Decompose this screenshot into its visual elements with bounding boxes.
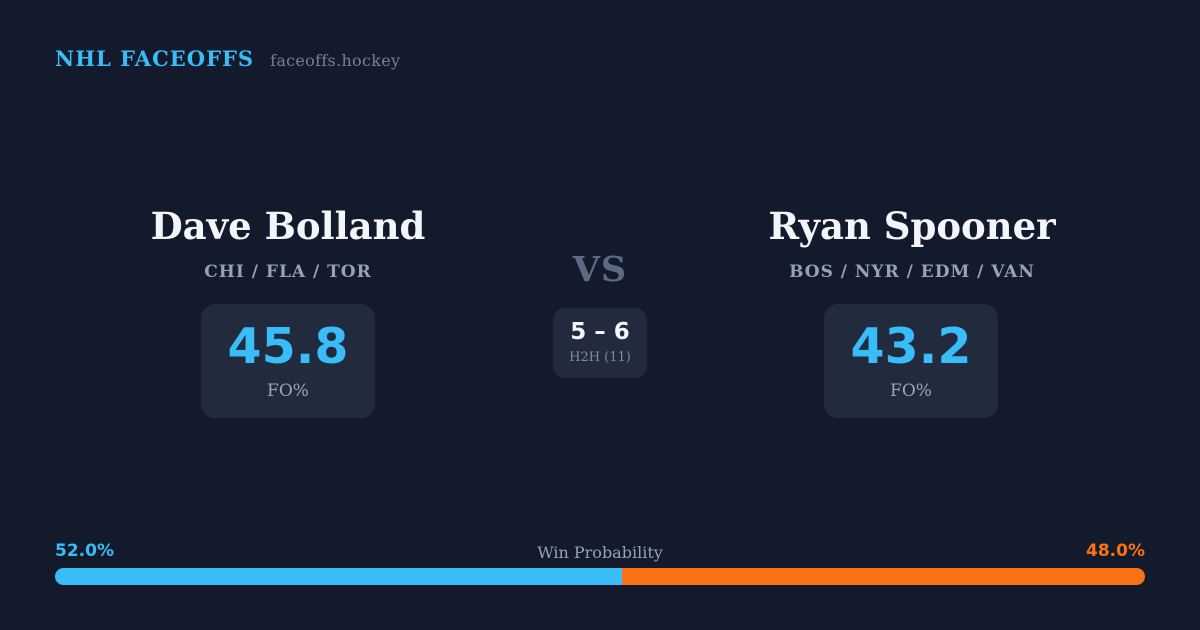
player-left-name: Dave Bolland xyxy=(150,204,426,248)
h2h-score: 5 – 6 xyxy=(570,319,630,345)
winprob-left-pct: 52.0% xyxy=(55,541,114,561)
h2h-card: 5 – 6 H2H (11) xyxy=(553,308,647,378)
player-right-stat-card: 43.2 FO% xyxy=(824,304,998,418)
vs-label: VS xyxy=(572,249,628,290)
player-left-stat-label: FO% xyxy=(267,380,309,401)
winprob-bar-left xyxy=(55,568,622,585)
winprob-bar xyxy=(55,568,1145,585)
winprob-right-pct: 48.0% xyxy=(1086,541,1145,561)
header: NHL FACEOFFS faceoffs.hockey xyxy=(55,46,400,71)
brand-title: NHL FACEOFFS xyxy=(55,46,255,71)
winprob-bar-right xyxy=(621,568,1145,585)
player-left-column: Dave Bolland CHI / FLA / TOR xyxy=(88,206,488,282)
player-left-stat-card: 45.8 FO% xyxy=(201,304,375,418)
player-left-fo-pct: 45.8 xyxy=(227,317,349,375)
player-right-fo-pct: 43.2 xyxy=(850,317,972,375)
winprob-title: Win Probability xyxy=(537,543,663,562)
site-domain: faceoffs.hockey xyxy=(270,51,401,70)
player-right-stat-label: FO% xyxy=(890,380,932,401)
player-right-teams: BOS / NYR / EDM / VAN xyxy=(789,261,1035,282)
h2h-label: H2H (11) xyxy=(569,350,631,365)
player-right-column: Ryan Spooner BOS / NYR / EDM / VAN xyxy=(712,206,1112,282)
player-right-name: Ryan Spooner xyxy=(768,204,1056,248)
player-left-teams: CHI / FLA / TOR xyxy=(204,261,372,282)
